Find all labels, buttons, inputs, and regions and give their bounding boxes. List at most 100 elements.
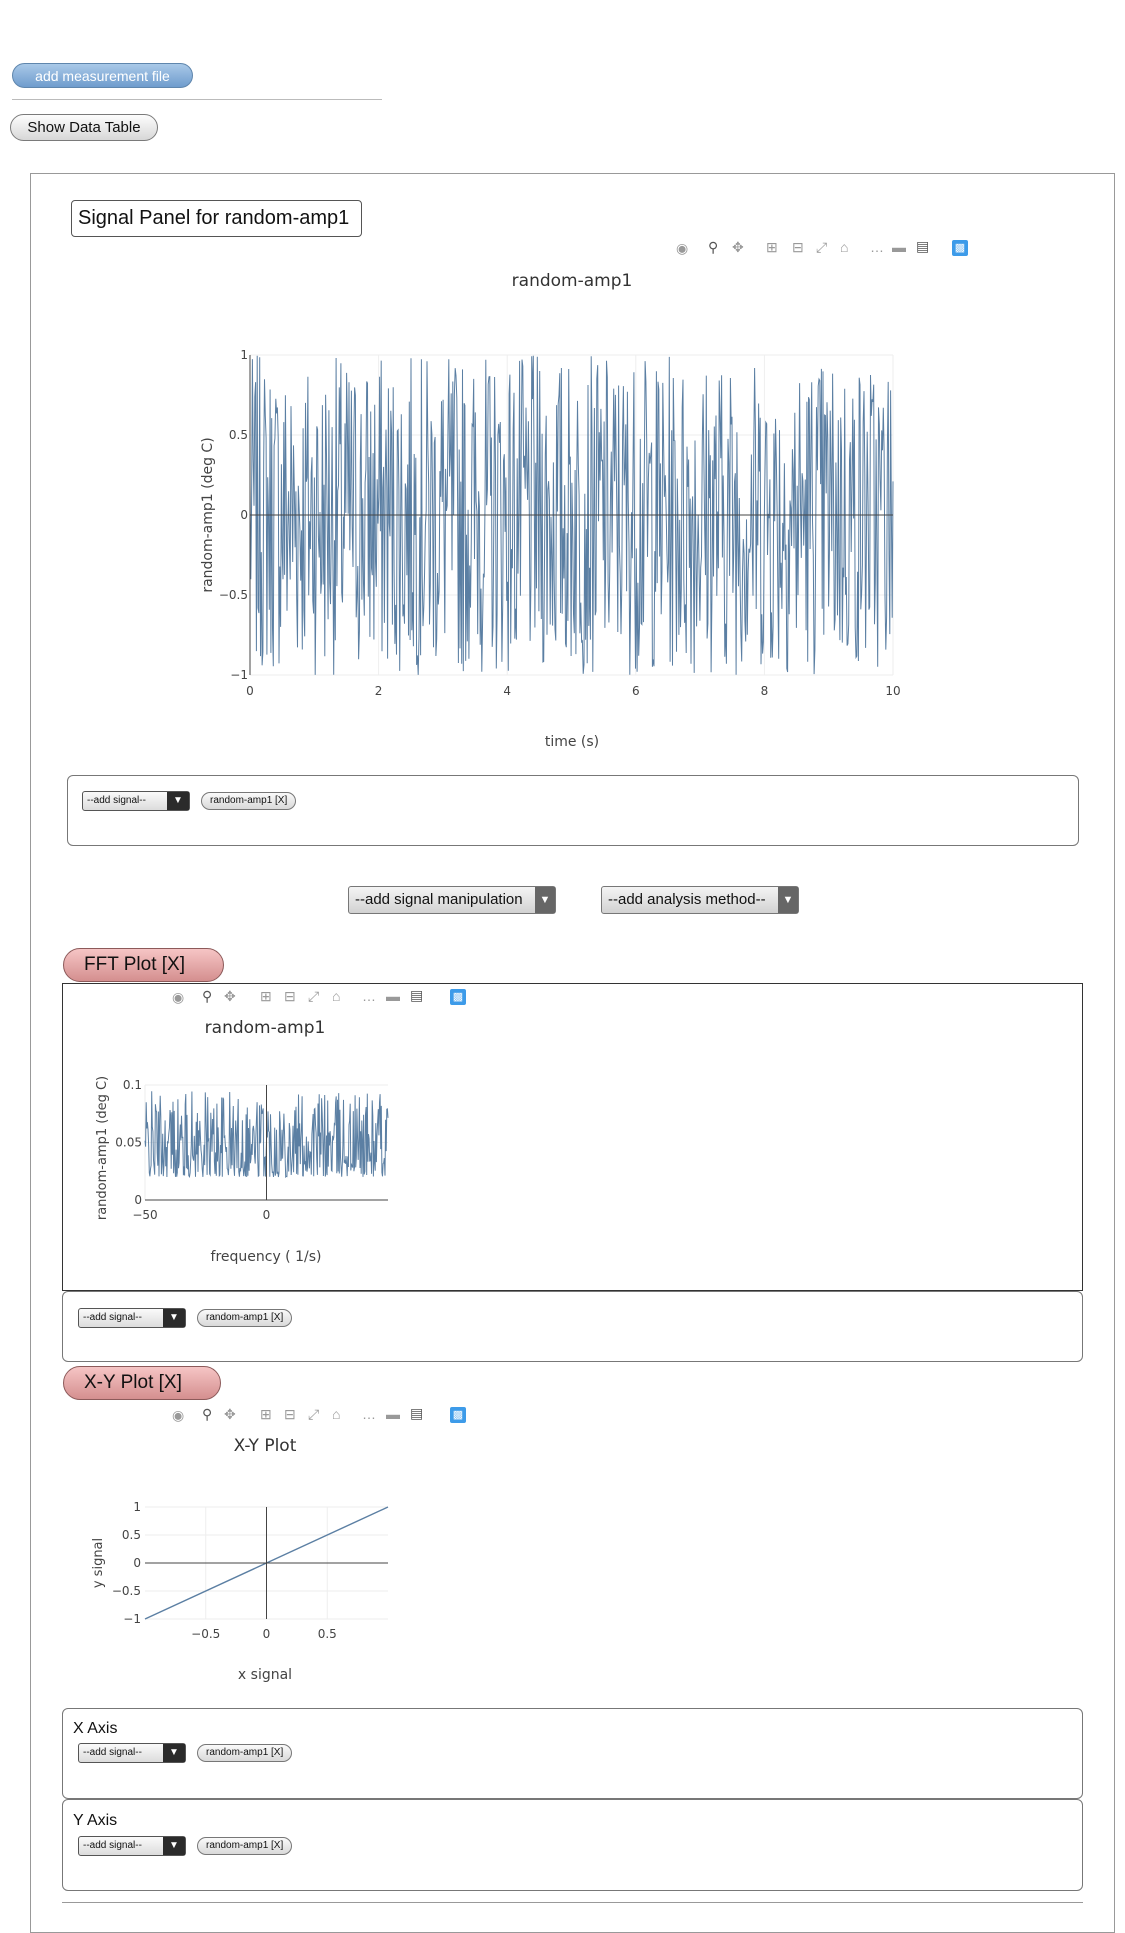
fft-plot-modebar: ◉ ⚲ ✥ ⊞ ⊟ ⤢ ⌂ … ▬ ▤ ▩ xyxy=(168,987,478,1009)
camera-icon[interactable]: ◉ xyxy=(676,240,689,256)
zoom-out-icon[interactable]: ⊟ xyxy=(284,1406,296,1422)
x-tick-label: 8 xyxy=(761,684,769,698)
spike-lines-icon[interactable]: … xyxy=(362,988,376,1004)
y-tick-label: −1 xyxy=(123,1612,141,1626)
y-axis-label: Y Axis xyxy=(73,1812,118,1829)
hover-compare-icon[interactable]: ▤ xyxy=(410,987,424,1003)
x-axis-box: X Axis --add signal-- ▼ random-amp1 [X] xyxy=(62,1708,1083,1799)
hover-closest-icon[interactable]: ▬ xyxy=(892,239,906,255)
dropdown-arrow-icon: ▼ xyxy=(163,1744,185,1762)
zoom-icon[interactable]: ⚲ xyxy=(708,239,719,255)
main-plot-modebar: ◉ ⚲ ✥ ⊞ ⊟ ⤢ ⌂ … ▬ ▤ ▩ xyxy=(670,238,980,260)
autoscale-icon[interactable]: ⤢ xyxy=(816,239,828,255)
x-tick-label: −50 xyxy=(132,1208,157,1222)
pan-icon[interactable]: ✥ xyxy=(224,1406,236,1422)
dropdown-arrow-icon: ▼ xyxy=(535,887,555,913)
y-tick-label: 0.5 xyxy=(122,1528,141,1542)
fft-plot-header[interactable]: FFT Plot [X] xyxy=(63,948,224,982)
autoscale-icon[interactable]: ⤢ xyxy=(308,988,320,1004)
dropdown-arrow-icon: ▼ xyxy=(167,792,189,810)
bottom-divider xyxy=(62,1902,1083,1903)
x-tick-label: 4 xyxy=(503,684,511,698)
x-tick-label: −0.5 xyxy=(191,1627,220,1641)
y-tick-label: 0 xyxy=(240,508,248,522)
camera-icon[interactable]: ◉ xyxy=(172,1407,185,1423)
spike-lines-icon[interactable]: … xyxy=(870,239,884,255)
chart-title: random-amp1 xyxy=(512,271,633,291)
hover-compare-icon[interactable]: ▤ xyxy=(410,1405,424,1421)
spike-lines-icon[interactable]: … xyxy=(362,1406,376,1422)
y-tick-label: 0.05 xyxy=(115,1136,142,1150)
add-signal-select[interactable]: --add signal-- ▼ xyxy=(78,1308,186,1328)
signal-selector-box: --add signal-- ▼ random-amp1 [X] xyxy=(67,775,1079,846)
chart-title: X-Y Plot xyxy=(234,1436,297,1456)
add-signal-select[interactable]: --add signal-- ▼ xyxy=(78,1836,186,1856)
reset-axes-icon[interactable]: ⌂ xyxy=(332,988,341,1004)
fft-plot-box xyxy=(62,983,1083,1291)
zoom-in-icon[interactable]: ⊞ xyxy=(766,239,778,255)
zoom-icon[interactable]: ⚲ xyxy=(202,1406,213,1422)
hover-closest-icon[interactable]: ▬ xyxy=(386,988,400,1004)
y-tick-label: 1 xyxy=(240,348,248,362)
y-tick-label: 0 xyxy=(133,1556,141,1570)
zoom-in-icon[interactable]: ⊞ xyxy=(260,988,272,1004)
signal-manipulation-select[interactable]: --add signal manipulation ▼ xyxy=(348,886,556,914)
add-signal-select[interactable]: --add signal-- ▼ xyxy=(78,1743,186,1763)
chart-title: random-amp1 xyxy=(205,1018,326,1038)
signal-chip[interactable]: random-amp1 [X] xyxy=(197,1309,293,1327)
x-axis-label: frequency ( 1/s) xyxy=(211,1249,322,1265)
plotly-logo-icon[interactable]: ▩ xyxy=(450,989,466,1005)
y-axis-label: random-amp1 (deg C) xyxy=(95,1076,110,1220)
y-tick-label: 0.5 xyxy=(229,428,248,442)
hover-closest-icon[interactable]: ▬ xyxy=(386,1406,400,1422)
zoom-icon[interactable]: ⚲ xyxy=(202,988,213,1004)
x-axis-label: x signal xyxy=(238,1667,292,1683)
dropdown-arrow-icon: ▼ xyxy=(163,1837,185,1855)
plotly-logo-icon[interactable]: ▩ xyxy=(450,1407,466,1423)
signal-chip[interactable]: random-amp1 [X] xyxy=(201,792,297,810)
signal-chip[interactable]: random-amp1 [X] xyxy=(197,1744,293,1762)
zoom-out-icon[interactable]: ⊟ xyxy=(284,988,296,1004)
plotly-logo-icon[interactable]: ▩ xyxy=(952,240,968,256)
dropdown-arrow-icon: ▼ xyxy=(163,1309,185,1327)
reset-axes-icon[interactable]: ⌂ xyxy=(840,239,849,255)
x-axis-label: X Axis xyxy=(73,1720,118,1737)
y-tick-label: −1 xyxy=(230,668,248,682)
dropdown-arrow-icon: ▼ xyxy=(778,887,798,913)
zoom-out-icon[interactable]: ⊟ xyxy=(792,239,804,255)
y-tick-label: 0.1 xyxy=(123,1078,142,1092)
y-axis-label: random-amp1 (deg C) xyxy=(200,437,216,592)
pan-icon[interactable]: ✥ xyxy=(732,239,744,255)
add-measurement-file-button[interactable]: add measurement file xyxy=(12,63,193,88)
signal-chip[interactable]: random-amp1 [X] xyxy=(197,1837,293,1855)
analysis-method-select[interactable]: --add analysis method-- ▼ xyxy=(601,886,799,914)
y-tick-label: −0.5 xyxy=(112,1584,141,1598)
y-axis-label: y signal xyxy=(91,1538,106,1588)
y-axis-box: Y Axis --add signal-- ▼ random-amp1 [X] xyxy=(62,1799,1083,1891)
series-line xyxy=(249,355,894,675)
x-tick-label: 0.5 xyxy=(318,1627,337,1641)
pan-icon[interactable]: ✥ xyxy=(224,988,236,1004)
x-tick-label: 0 xyxy=(263,1627,271,1641)
x-tick-label: 2 xyxy=(375,684,383,698)
add-signal-select[interactable]: --add signal-- ▼ xyxy=(82,791,190,811)
zoom-in-icon[interactable]: ⊞ xyxy=(260,1406,272,1422)
autoscale-icon[interactable]: ⤢ xyxy=(308,1406,320,1422)
hover-compare-icon[interactable]: ▤ xyxy=(916,238,930,254)
reset-axes-icon[interactable]: ⌂ xyxy=(332,1406,341,1422)
camera-icon[interactable]: ◉ xyxy=(172,989,185,1005)
xy-plot-modebar: ◉ ⚲ ✥ ⊞ ⊟ ⤢ ⌂ … ▬ ▤ ▩ xyxy=(168,1405,478,1427)
xy-plot-header[interactable]: X-Y Plot [X] xyxy=(63,1366,221,1400)
fft-signal-box: --add signal-- ▼ random-amp1 [X] xyxy=(62,1291,1083,1362)
y-tick-label: 1 xyxy=(133,1500,141,1514)
x-tick-label: 10 xyxy=(885,684,900,698)
x-axis-label: time (s) xyxy=(545,734,599,750)
x-tick-label: 6 xyxy=(632,684,640,698)
x-tick-label: 0 xyxy=(246,684,254,698)
divider xyxy=(12,99,382,100)
fft-chart: random-amp1 −50 00.10.050 frequency ( 1/s… xyxy=(95,1018,389,1265)
panel-title: Signal Panel for random-amp1 xyxy=(71,200,362,237)
show-data-table-button[interactable]: Show Data Table xyxy=(10,114,158,141)
xy-chart: X-Y Plot −0.5 0 0.5 1 0.5 0 −0.5 −1 x signal y … xyxy=(91,1436,389,1683)
